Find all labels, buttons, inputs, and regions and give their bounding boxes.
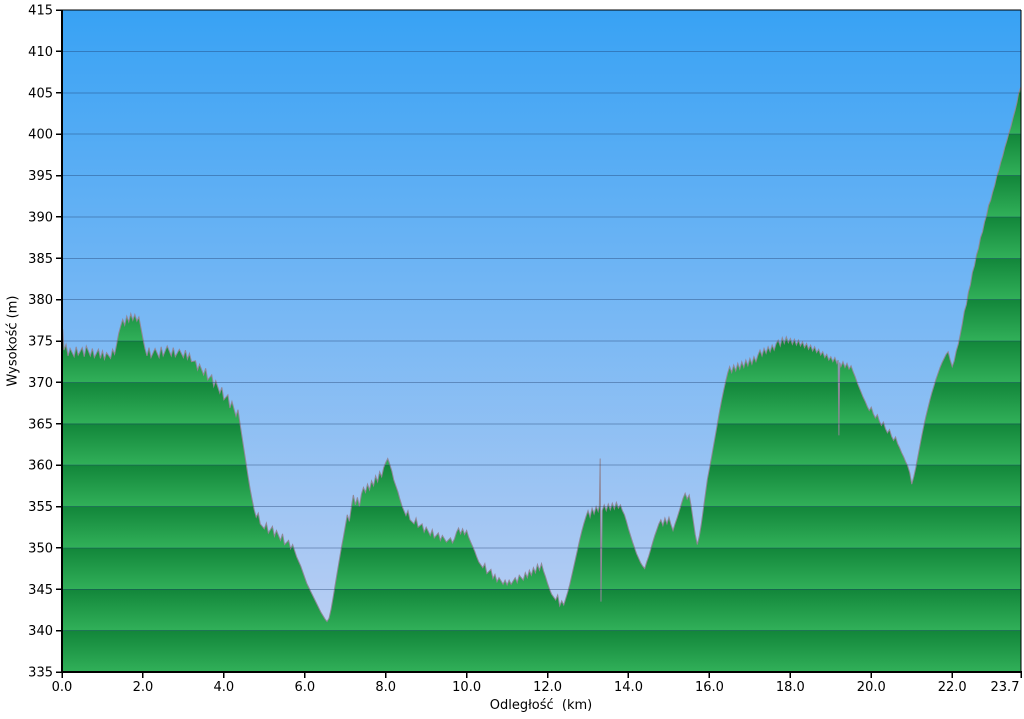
y-tick-label: 415 [28, 4, 53, 19]
x-tick-label: 12.0 [533, 680, 562, 695]
y-tick-label: 345 [28, 583, 53, 598]
x-axis-title: Odległość (km) [489, 698, 593, 713]
x-tick-label: 18.0 [776, 680, 805, 695]
y-axis-title: Wysokość (m) [5, 295, 21, 387]
y-tick-label: 375 [28, 335, 53, 350]
y-tick-label: 400 [28, 128, 53, 143]
y-tick-label: 410 [28, 45, 53, 60]
x-tick-label: 10.0 [452, 680, 481, 695]
y-tick-label: 340 [28, 624, 53, 639]
elevation-profile-line [61, 86, 1022, 623]
x-tick-label: 23.7 [991, 680, 1020, 695]
elevation-area [62, 88, 1021, 673]
x-tick-label: 6.0 [294, 680, 315, 695]
y-tick-label: 370 [28, 376, 53, 391]
y-tick-label: 360 [28, 459, 53, 474]
y-tick-label: 395 [28, 169, 53, 184]
x-tick-label: 22.0 [938, 680, 967, 695]
y-tick-label: 405 [28, 86, 53, 101]
x-tick-label: 14.0 [614, 680, 643, 695]
x-tick-label: 20.0 [857, 680, 886, 695]
y-tick-label: 390 [28, 210, 53, 225]
y-tick-label: 380 [28, 293, 53, 308]
x-tick-label: 2.0 [133, 680, 154, 695]
y-tick-label: 385 [28, 252, 53, 267]
x-tick-label: 8.0 [375, 680, 396, 695]
x-tick-label: 16.0 [695, 680, 724, 695]
y-tick-label: 335 [28, 666, 53, 681]
y-tick-label: 365 [28, 417, 53, 432]
y-tick-label: 355 [28, 500, 53, 515]
x-tick-label: 0.0 [52, 680, 73, 695]
y-tick-label: 350 [28, 541, 53, 556]
x-tick-label: 4.0 [214, 680, 235, 695]
